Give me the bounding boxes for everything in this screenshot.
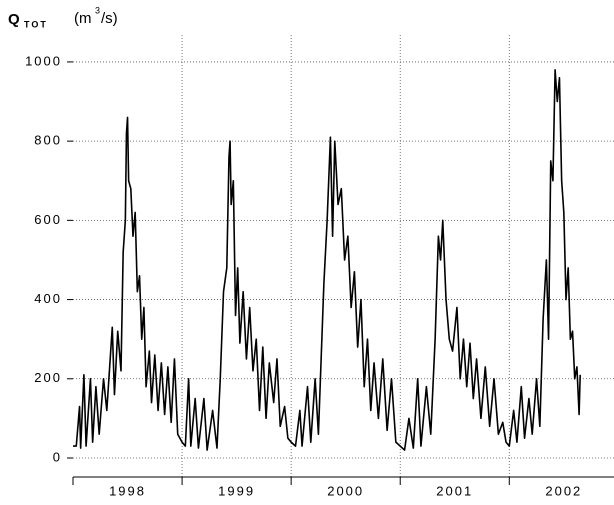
y-tick-label: 800 xyxy=(34,133,62,148)
x-tick-label: 1998 xyxy=(109,483,146,498)
y-tick-label: 0 xyxy=(53,449,62,464)
y-tick-label: 400 xyxy=(34,291,62,306)
y-axis-symbol: Q xyxy=(8,11,20,28)
y-axis-unit: (m xyxy=(74,10,92,27)
y-tick-label: 200 xyxy=(34,370,62,385)
y-tick-label: 1000 xyxy=(25,53,62,68)
x-tick-label: 2001 xyxy=(436,483,473,498)
y-axis-unit-power: 3 xyxy=(95,5,100,15)
y-axis-unit: /s) xyxy=(101,10,118,27)
y-axis-subscript: TOT xyxy=(24,19,48,29)
discharge-line xyxy=(73,69,581,451)
x-tick-label: 2000 xyxy=(327,483,364,498)
x-tick-label: 1999 xyxy=(218,483,255,498)
x-tick-label: 2002 xyxy=(545,483,582,498)
y-tick-label: 600 xyxy=(34,212,62,227)
